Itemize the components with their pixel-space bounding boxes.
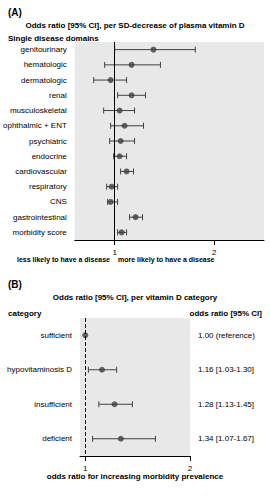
svg-text:respiratory: respiratory: [29, 182, 67, 191]
svg-text:1.00 (reference): 1.00 (reference): [198, 331, 255, 340]
svg-text:psychiatric: psychiatric: [29, 137, 67, 146]
svg-text:dermatologic: dermatologic: [21, 76, 67, 85]
svg-text:2: 2: [212, 248, 217, 257]
svg-text:less likely to have a disease: less likely to have a disease: [17, 256, 110, 264]
svg-text:Single disease domains: Single disease domains: [8, 34, 99, 43]
svg-text:cardiovascular: cardiovascular: [15, 167, 67, 176]
svg-text:hematologic: hematologic: [24, 60, 67, 69]
svg-text:more likely to have a disease: more likely to have a disease: [118, 256, 215, 264]
svg-text:(B): (B): [8, 279, 22, 290]
svg-text:renal: renal: [49, 91, 67, 100]
svg-text:ophthalmic + ENT: ophthalmic + ENT: [3, 121, 67, 130]
svg-text:Odds ratio [95% CI], per SD-de: Odds ratio [95% CI], per SD-decrease of …: [25, 21, 244, 30]
svg-text:deficient: deficient: [42, 434, 73, 443]
svg-text:CNS: CNS: [50, 197, 67, 206]
svg-text:2: 2: [188, 464, 193, 473]
svg-text:(A): (A): [8, 7, 22, 18]
svg-text:1.34 [1.07-1.67]: 1.34 [1.07-1.67]: [198, 434, 254, 443]
svg-text:odds ratio [95% CI]: odds ratio [95% CI]: [190, 309, 263, 318]
svg-text:1: 1: [112, 248, 117, 257]
svg-text:hypovitaminosis D: hypovitaminosis D: [7, 365, 72, 374]
svg-text:morbidity score: morbidity score: [13, 228, 68, 237]
svg-text:musculoskeletal: musculoskeletal: [10, 106, 67, 115]
svg-text:1.16 [1.03-1.30]: 1.16 [1.03-1.30]: [198, 365, 254, 374]
svg-text:1: 1: [83, 464, 88, 473]
svg-text:1.28 [1.13-1.45]: 1.28 [1.13-1.45]: [198, 400, 254, 409]
svg-text:endocrine: endocrine: [32, 152, 68, 161]
svg-text:Odds ratio [95% CI], per vitam: Odds ratio [95% CI], per vitamin D categ…: [53, 293, 218, 302]
svg-text:odds ratio for increasing morb: odds ratio for increasing morbidity prev…: [47, 472, 224, 481]
svg-text:insufficient: insufficient: [34, 400, 72, 409]
svg-text:genitourinary: genitourinary: [21, 45, 67, 54]
svg-text:gastrointestinal: gastrointestinal: [13, 213, 67, 222]
svg-text:category: category: [8, 309, 42, 318]
svg-text:sufficient: sufficient: [41, 331, 73, 340]
